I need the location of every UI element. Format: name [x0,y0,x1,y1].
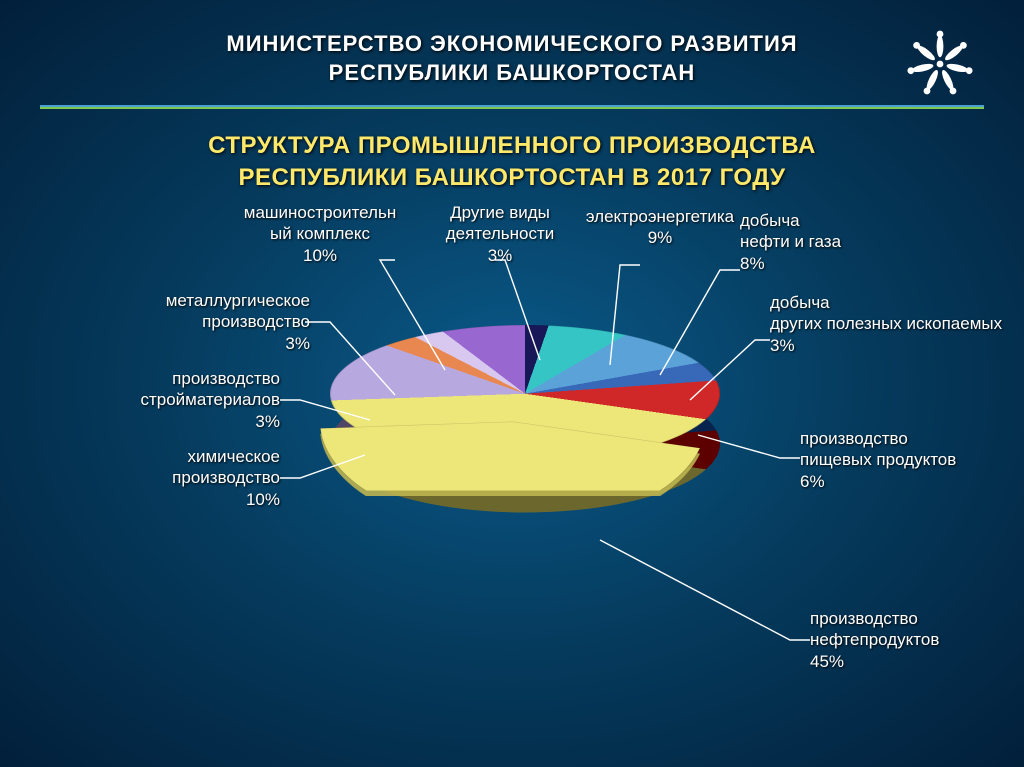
segment-label: добычадругих полезных ископаемых3% [770,292,1002,356]
segment-label: добычанефти и газа8% [740,210,841,274]
segment-label: металлургическоепроизводство3% [130,290,310,354]
header-divider [40,105,984,109]
chart-title: СТРУКТУРА ПРОМЫШЛЕННОГО ПРОИЗВОДСТВА РЕС… [0,130,1024,195]
segment-label: производствостройматериалов3% [100,368,280,432]
slide: МИНИСТЕРСТВО ЭКОНОМИЧЕСКОГО РАЗВИТИЯ РЕС… [0,0,1024,767]
header: МИНИСТЕРСТВО ЭКОНОМИЧЕСКОГО РАЗВИТИЯ РЕС… [0,0,1024,110]
segment-label: машиностроительный комплекс10% [240,202,400,266]
subtitle-line1: СТРУКТУРА ПРОМЫШЛЕННОГО ПРОИЗВОДСТВА [208,132,816,159]
pie-chart: электроэнергетика9% добычанефти и газа8%… [0,210,1024,750]
segment-label: производствонефтепродуктов45% [810,608,939,672]
segment-label: производствопищевых продуктов6% [800,428,956,492]
pie-exploded-slice [318,353,708,491]
segment-label: химическоепроизводство10% [100,446,280,510]
pie-wrap [330,325,720,715]
kurai-flower-logo [906,30,974,98]
subtitle-line2: РЕСПУБЛИКИ БАШКОРТОСТАН В 2017 ГОДУ [238,164,785,191]
segment-label: электроэнергетика9% [580,206,740,249]
header-title: МИНИСТЕРСТВО ЭКОНОМИЧЕСКОГО РАЗВИТИЯ РЕС… [0,30,1024,87]
segment-label: Другие видыдеятельности3% [420,202,580,266]
header-line1: МИНИСТЕРСТВО ЭКОНОМИЧЕСКОГО РАЗВИТИЯ [226,31,797,56]
header-line2: РЕСПУБЛИКИ БАШКОРТОСТАН [329,60,696,85]
